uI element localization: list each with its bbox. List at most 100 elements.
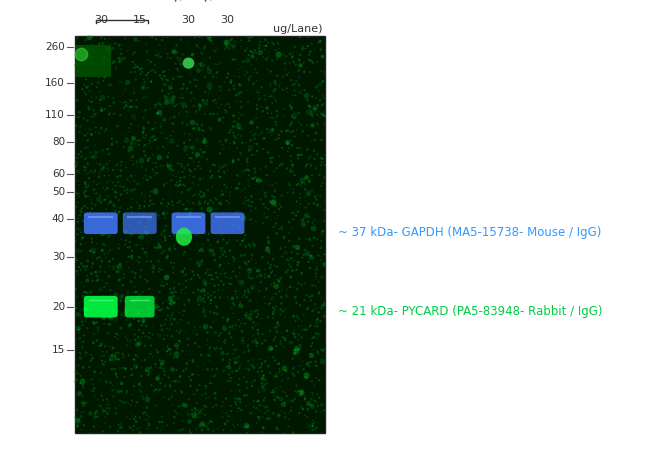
Point: [260, 376, 270, 383]
Point: [155, 379, 166, 387]
Text: 110: 110: [46, 110, 65, 120]
Point: [233, 277, 243, 284]
Point: [116, 46, 126, 53]
Point: [181, 284, 191, 291]
Point: [125, 154, 136, 161]
Point: [287, 104, 297, 111]
Point: [266, 132, 276, 139]
Point: [259, 46, 270, 53]
Point: [99, 268, 110, 276]
Text: ~ 37 kDa- GAPDH (MA5-15738- Mouse / IgG): ~ 37 kDa- GAPDH (MA5-15738- Mouse / IgG): [338, 226, 601, 239]
Point: [317, 358, 327, 365]
Point: [234, 225, 244, 232]
Point: [268, 41, 279, 48]
Point: [120, 55, 130, 62]
Point: [140, 192, 151, 199]
Point: [89, 331, 99, 338]
Point: [270, 303, 281, 310]
Point: [192, 42, 202, 49]
Point: [81, 180, 91, 188]
Point: [231, 185, 242, 193]
Point: [123, 287, 133, 294]
Point: [198, 97, 208, 105]
Point: [76, 148, 86, 155]
Point: [244, 34, 254, 41]
Point: [168, 172, 178, 179]
Point: [316, 254, 326, 261]
Point: [196, 60, 206, 67]
Point: [228, 212, 239, 220]
Point: [92, 337, 102, 344]
Point: [153, 144, 163, 152]
Point: [313, 419, 324, 426]
Point: [200, 134, 210, 142]
Point: [174, 309, 185, 316]
Point: [145, 154, 155, 161]
Point: [218, 314, 228, 321]
Point: [254, 131, 265, 138]
Point: [188, 327, 199, 334]
Point: [73, 199, 83, 206]
Point: [142, 391, 152, 398]
Point: [314, 290, 324, 298]
Point: [198, 127, 208, 134]
Point: [205, 344, 215, 351]
Point: [111, 193, 121, 200]
Point: [248, 175, 259, 182]
Point: [189, 226, 200, 233]
Point: [253, 176, 263, 184]
Point: [272, 329, 283, 336]
Point: [308, 335, 318, 342]
Point: [312, 120, 322, 127]
Point: [269, 388, 280, 396]
Point: [79, 421, 89, 428]
Point: [116, 419, 127, 427]
Point: [210, 96, 220, 103]
Point: [164, 90, 174, 97]
Point: [185, 136, 195, 143]
Point: [83, 160, 93, 167]
Point: [265, 264, 275, 272]
Point: [234, 405, 244, 412]
Point: [238, 58, 248, 65]
Point: [319, 217, 330, 225]
Text: 30: 30: [52, 252, 65, 262]
Point: [160, 92, 170, 100]
Point: [131, 199, 142, 206]
Point: [177, 91, 187, 98]
Point: [216, 198, 226, 205]
Point: [185, 172, 195, 179]
Point: [81, 266, 91, 273]
Point: [260, 274, 270, 281]
Point: [135, 137, 145, 144]
Point: [270, 46, 281, 54]
Point: [138, 133, 149, 141]
Point: [131, 295, 142, 303]
Point: [213, 68, 223, 75]
Point: [278, 400, 289, 408]
Point: [88, 178, 99, 185]
Point: [297, 176, 307, 184]
Point: [111, 182, 121, 189]
Point: [285, 283, 296, 290]
Point: [109, 215, 120, 222]
Point: [318, 227, 328, 235]
Point: [87, 131, 98, 138]
Point: [90, 223, 100, 230]
Point: [74, 193, 85, 200]
Point: [161, 222, 171, 230]
Point: [255, 372, 265, 379]
Point: [143, 305, 153, 313]
Point: [295, 391, 306, 399]
Point: [131, 288, 142, 295]
Point: [98, 46, 109, 53]
Point: [166, 137, 176, 144]
Point: [265, 155, 276, 162]
Point: [248, 240, 259, 247]
Point: [224, 363, 234, 370]
Point: [226, 427, 236, 434]
Point: [244, 37, 254, 44]
Point: [121, 399, 131, 406]
Point: [300, 396, 310, 403]
Point: [142, 157, 153, 165]
